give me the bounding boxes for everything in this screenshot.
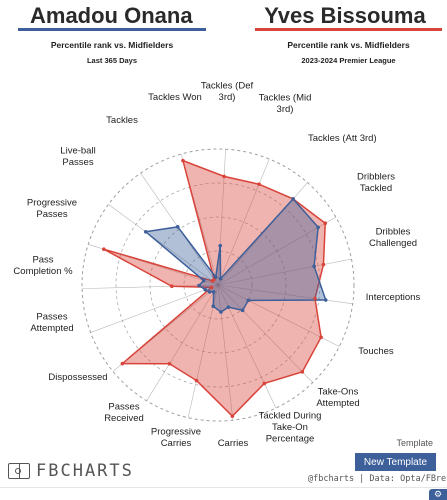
series-player-b-point: [167, 361, 172, 366]
series-player-a-point: [143, 229, 148, 234]
axis-label: Touches: [358, 346, 394, 357]
axis-label: Tackles (Mid 3rd): [259, 92, 312, 115]
axis-spoke: [217, 158, 270, 286]
player-b-period: 2023-2024 Premier League: [301, 56, 396, 65]
series-player-a-point: [211, 290, 216, 294]
series-player-b-point: [194, 378, 199, 383]
template-label: Template: [396, 438, 433, 448]
series-player-a-area: [143, 197, 327, 313]
axis-spoke: [217, 216, 336, 286]
series-player-a-point: [316, 225, 320, 230]
axis-spoke: [217, 284, 234, 421]
series-player-a-point: [197, 283, 201, 288]
axis-label: Interceptions: [366, 292, 421, 303]
series-player-b-point: [257, 182, 261, 187]
series-player-b-point: [230, 414, 235, 418]
axis-label: Tackles: [106, 115, 138, 126]
series-player-b-point: [181, 158, 185, 163]
axis-label: Progressive Passes: [27, 197, 77, 220]
axis-label: Live-ball Passes: [60, 145, 95, 168]
grid-ring-4: [81, 148, 355, 422]
series-player-b-point: [120, 361, 125, 366]
pitch-icon: [8, 463, 30, 479]
axis-spoke: [217, 284, 277, 409]
gear-icon[interactable]: ⚙: [429, 489, 447, 500]
axis-label: Dribbles Challenged: [369, 226, 417, 249]
axis-label: Passes Received: [104, 401, 144, 424]
axis-spoke: [82, 284, 219, 289]
player-a-underline: [18, 28, 206, 31]
series-player-a-point: [291, 197, 295, 201]
series-player-b-point: [169, 284, 174, 289]
series-player-a-point: [323, 298, 328, 302]
series-player-b-point: [222, 174, 226, 179]
brand-logo: FBCHARTS: [8, 459, 134, 483]
axis-label: Tackles (Att 3rd): [308, 133, 377, 144]
footer-divider: [0, 487, 447, 488]
series-player-a-point: [312, 264, 316, 269]
series-player-a-point: [246, 298, 251, 303]
axis-label: Carries: [218, 438, 249, 449]
axis-spoke: [217, 284, 353, 305]
series-player-b-point: [102, 247, 106, 251]
player-b-underline: [255, 28, 442, 31]
axis-label: Dispossessed: [48, 372, 107, 383]
axis-label: Take-Ons Attempted: [316, 386, 359, 409]
credit-text: @fbcharts | Data: Opta/FBref: [308, 474, 447, 484]
series-player-b-point: [313, 296, 317, 301]
series-player-a-point: [213, 275, 218, 279]
series-player-b-point: [209, 285, 214, 290]
series-player-b-point: [323, 221, 328, 226]
brand-text: FBCHARTS: [36, 461, 134, 481]
series-player-a-point: [218, 276, 223, 281]
series-player-a-point: [207, 290, 212, 294]
series-player-a-point: [219, 310, 223, 314]
player-b-name: Yves Bissouma: [264, 3, 426, 28]
axis-label: Tackled During Take-On Percentage: [259, 411, 322, 445]
axis-spoke: [108, 204, 219, 286]
series-player-a-point: [211, 304, 216, 309]
series-player-b-point: [300, 370, 305, 374]
series-player-a-point: [203, 287, 208, 292]
player-a-subtitle: Percentile rank vs. Midfielders: [50, 40, 174, 50]
axis-label: Tackles Won: [148, 92, 202, 103]
player-a-name: Amadou Onana: [30, 3, 193, 28]
grid-ring-2: [149, 216, 287, 354]
player-a-period: Last 365 Days: [86, 56, 138, 65]
new-template-button[interactable]: New Template: [355, 453, 436, 471]
axis-spoke: [217, 149, 226, 286]
series-player-a-point: [175, 225, 180, 229]
series-player-a-point: [218, 243, 223, 248]
series-player-b-point: [321, 262, 326, 267]
axis-label: Tackles (Def 3rd): [201, 80, 254, 103]
axis-spoke: [146, 284, 219, 401]
axis-spoke: [217, 258, 352, 286]
axis-spoke: [217, 284, 313, 383]
axis-spoke: [90, 284, 219, 333]
player-b-subtitle: Percentile rank vs. Midfielders: [287, 40, 410, 50]
series-player-b-point: [262, 381, 267, 386]
axis-label: Passes Attempted: [30, 311, 73, 334]
series-player-a-point: [201, 278, 206, 283]
grid-ring-1: [183, 250, 253, 320]
axis-label: Progressive Carries: [151, 426, 201, 449]
axis-label: Dribblers Tackled: [357, 171, 395, 194]
series-player-b-point: [319, 335, 323, 340]
axis-spoke: [217, 284, 340, 347]
series-player-a-point: [240, 308, 245, 313]
axis-label: Pass Completion %: [13, 254, 73, 277]
series-player-a-point: [226, 305, 231, 309]
